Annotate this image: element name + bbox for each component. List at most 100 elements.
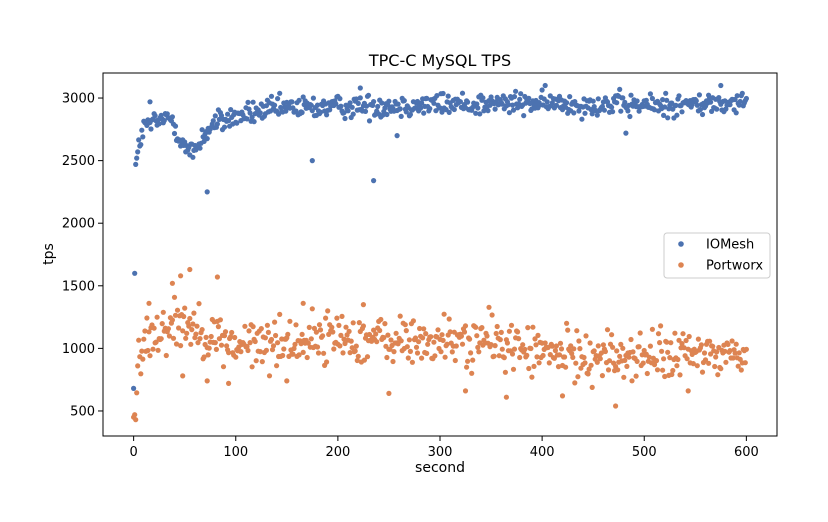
iomesh-point bbox=[147, 99, 153, 105]
portworx-point bbox=[355, 353, 361, 359]
iomesh-point bbox=[210, 118, 216, 124]
portworx-point bbox=[373, 331, 379, 337]
portworx-point bbox=[576, 338, 582, 344]
portworx-point bbox=[653, 358, 660, 364]
iomesh-point bbox=[609, 104, 615, 110]
portworx-point bbox=[190, 321, 196, 327]
portworx-point bbox=[452, 357, 458, 364]
portworx-point bbox=[352, 348, 358, 354]
portworx-point bbox=[159, 321, 165, 327]
y-tick-label: 1000 bbox=[62, 342, 95, 357]
portworx-point bbox=[553, 343, 560, 349]
portworx-point bbox=[676, 337, 682, 343]
y-axis: 500 1000 1500 2000 2500 3000 bbox=[62, 92, 103, 419]
iomesh-point bbox=[427, 106, 433, 112]
portworx-point bbox=[316, 322, 323, 328]
portworx-point bbox=[388, 337, 394, 343]
portworx-point bbox=[193, 331, 199, 337]
portworx-point bbox=[356, 320, 362, 326]
iomesh-point bbox=[589, 111, 595, 117]
portworx-point bbox=[657, 340, 663, 346]
portworx-point bbox=[557, 340, 564, 346]
iomesh-point bbox=[623, 130, 629, 136]
portworx-point bbox=[446, 316, 452, 322]
iomesh-point bbox=[440, 90, 446, 97]
portworx-point bbox=[738, 367, 744, 373]
portworx-point bbox=[661, 356, 667, 362]
portworx-point bbox=[489, 312, 495, 318]
iomesh-point bbox=[743, 95, 750, 102]
portworx-point bbox=[280, 352, 286, 359]
portworx-point bbox=[150, 346, 156, 352]
portworx-point bbox=[530, 324, 536, 330]
portworx-point bbox=[511, 346, 518, 352]
portworx-point bbox=[180, 373, 186, 379]
iomesh-point bbox=[697, 106, 704, 113]
portworx-point bbox=[304, 354, 310, 361]
portworx-point bbox=[587, 340, 593, 346]
portworx-legend-label: Portworx bbox=[706, 259, 763, 274]
portworx-point bbox=[405, 355, 411, 361]
iomesh-point bbox=[421, 110, 427, 116]
iomesh-point bbox=[353, 96, 359, 102]
portworx-point bbox=[733, 341, 739, 347]
iomesh-point bbox=[324, 112, 330, 118]
portworx-point bbox=[660, 367, 666, 373]
iomesh-point bbox=[133, 161, 139, 167]
iomesh-point bbox=[310, 95, 316, 101]
iomesh-point bbox=[499, 101, 505, 107]
portworx-point bbox=[298, 341, 304, 347]
portworx-point bbox=[504, 340, 510, 346]
portworx-point bbox=[188, 341, 194, 347]
portworx-point bbox=[695, 336, 702, 342]
portworx-point bbox=[293, 322, 299, 328]
portworx-point bbox=[216, 336, 222, 342]
portworx-point bbox=[257, 349, 263, 355]
portworx-point bbox=[275, 340, 281, 346]
portworx-point bbox=[347, 350, 353, 356]
portworx-point bbox=[600, 342, 607, 348]
iomesh-point bbox=[727, 102, 733, 108]
iomesh-point bbox=[627, 113, 633, 120]
iomesh-point bbox=[617, 86, 623, 92]
y-axis-label: tps bbox=[41, 243, 57, 265]
iomesh-point bbox=[394, 133, 400, 139]
portworx-point bbox=[629, 378, 635, 384]
portworx-point bbox=[599, 373, 606, 379]
portworx-point bbox=[284, 378, 290, 384]
portworx-point bbox=[727, 348, 733, 354]
iomesh-point bbox=[708, 99, 714, 105]
iomesh-point bbox=[564, 100, 570, 106]
portworx-point bbox=[449, 349, 455, 355]
iomesh-point bbox=[309, 108, 315, 114]
portworx-point bbox=[382, 321, 388, 327]
portworx-point bbox=[493, 330, 499, 337]
iomesh-point bbox=[492, 106, 498, 112]
portworx-point bbox=[386, 390, 392, 396]
iomesh-point bbox=[465, 99, 471, 105]
portworx-point bbox=[668, 340, 674, 346]
portworx-point bbox=[245, 347, 251, 354]
portworx-point bbox=[573, 360, 579, 366]
iomesh-point bbox=[342, 115, 348, 122]
portworx-point bbox=[491, 353, 497, 359]
iomesh-point bbox=[308, 102, 314, 108]
x-tick-label: 200 bbox=[325, 445, 350, 460]
portworx-point bbox=[680, 331, 686, 337]
portworx-point bbox=[536, 360, 542, 366]
portworx-point bbox=[181, 313, 187, 320]
portworx-point bbox=[502, 369, 508, 375]
portworx-point bbox=[475, 344, 481, 350]
portworx-point bbox=[442, 354, 448, 360]
iomesh-point bbox=[268, 93, 275, 99]
portworx-point bbox=[242, 323, 248, 329]
iomesh-point bbox=[156, 121, 162, 127]
portworx-point bbox=[675, 356, 681, 363]
portworx-point bbox=[594, 359, 600, 365]
iomesh-point bbox=[663, 90, 669, 96]
chart-title: TPC-C MySQL TPS bbox=[368, 51, 511, 70]
portworx-point bbox=[722, 348, 728, 354]
portworx-point bbox=[146, 300, 152, 306]
portworx-point bbox=[140, 356, 146, 362]
